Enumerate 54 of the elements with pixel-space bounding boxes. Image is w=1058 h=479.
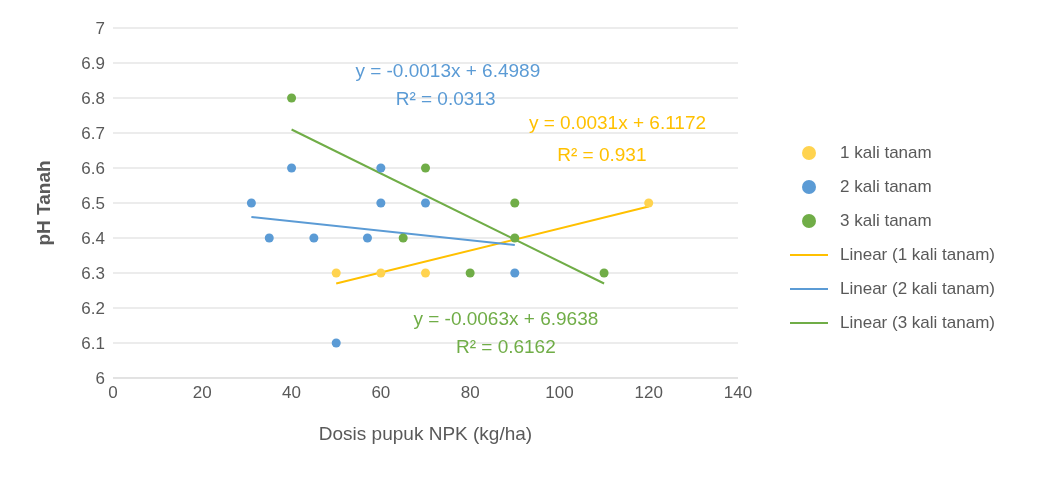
- point: [362, 233, 372, 243]
- y-tick-label: 6.2: [81, 299, 105, 319]
- legend-label: 2 kali tanam: [840, 177, 932, 197]
- point: [331, 338, 341, 348]
- y-tick-label: 6.1: [81, 334, 105, 354]
- annotation: y = -0.0063x + 6.9638: [413, 308, 599, 330]
- annotation: y = 0.0031x + 6.1172: [528, 112, 707, 134]
- point: [309, 233, 319, 243]
- x-tick-label: 140: [723, 383, 753, 403]
- point: [599, 268, 609, 278]
- legend-label: Linear (1 kali tanam): [840, 245, 995, 265]
- x-tick-label: 40: [282, 383, 302, 403]
- x-tick-label: 120: [634, 383, 663, 403]
- point: [376, 268, 386, 278]
- legend-label: Linear (2 kali tanam): [840, 279, 995, 299]
- x-tick-label: 80: [460, 383, 480, 403]
- point: [246, 198, 256, 208]
- annotation: y = -0.0013x + 6.4989: [355, 59, 541, 81]
- annotation: R² = 0.931: [557, 143, 647, 165]
- point: [644, 198, 654, 208]
- y-tick-label: 6.3: [81, 264, 105, 284]
- y-tick-label: 6: [95, 369, 105, 389]
- point: [264, 233, 274, 243]
- x-tick-label: 60: [371, 383, 391, 403]
- y-tick-label: 7: [95, 19, 105, 39]
- x-tick-label: 100: [545, 383, 574, 403]
- legend-label: 3 kali tanam: [840, 211, 932, 231]
- point: [287, 163, 297, 173]
- x-tick-label: 0: [108, 383, 118, 403]
- point: [510, 198, 520, 208]
- point: [398, 233, 408, 243]
- legend-label: Linear (3 kali tanam): [840, 313, 995, 333]
- y-tick-label: 6.4: [81, 229, 105, 249]
- y-tick-label: 6.7: [81, 124, 105, 144]
- point: [420, 268, 431, 278]
- point: [287, 93, 297, 103]
- legend-label: 1 kali tanam: [840, 143, 932, 163]
- point: [420, 163, 431, 173]
- y-tick-label: 6.6: [81, 159, 105, 179]
- y-axis-title: pH Tanah: [32, 160, 54, 246]
- point: [510, 268, 520, 278]
- y-tick-label: 6.5: [81, 194, 105, 214]
- annotation: R² = 0.0313: [395, 87, 496, 109]
- x-tick-label: 20: [192, 383, 212, 403]
- point: [376, 198, 386, 208]
- point: [420, 198, 431, 208]
- y-tick-label: 6.8: [81, 89, 105, 109]
- annotation: R² = 0.6162: [455, 336, 556, 358]
- point: [331, 268, 341, 278]
- y-tick-label: 6.9: [81, 54, 105, 74]
- point: [510, 233, 520, 243]
- point: [465, 268, 475, 278]
- point: [376, 163, 386, 173]
- x-axis-title: Dosis pupuk NPK (kg/ha): [318, 423, 533, 444]
